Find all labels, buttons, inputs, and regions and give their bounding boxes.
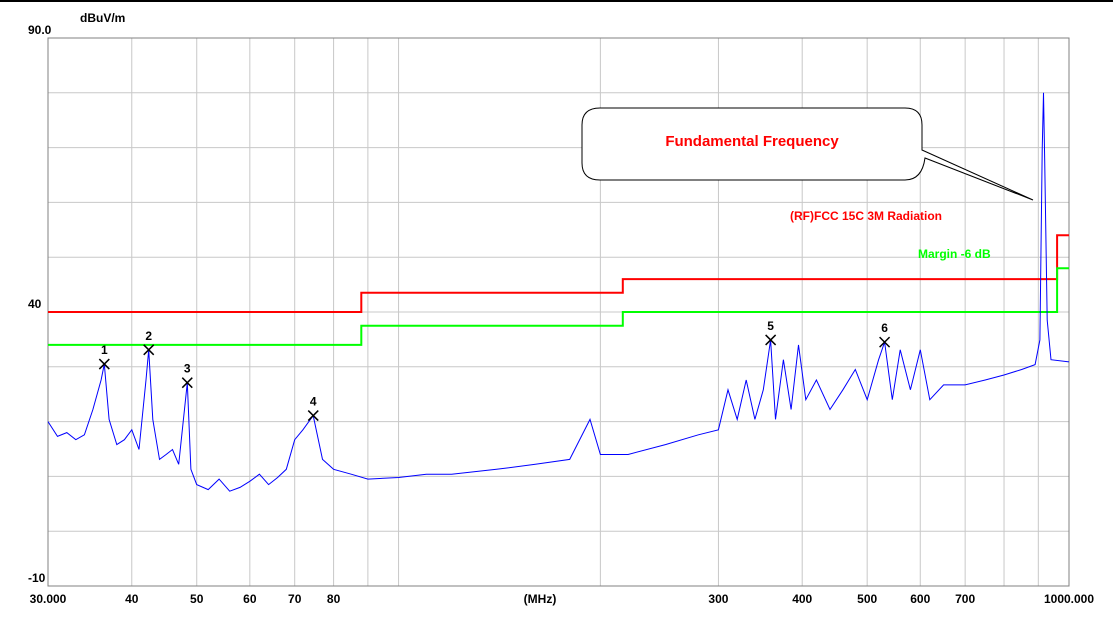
marker-label: 5 xyxy=(767,319,774,333)
marker-stroke xyxy=(765,334,777,346)
callout-box xyxy=(581,107,1034,201)
series-label: (RF)FCC 15C 3M Radiation xyxy=(790,209,942,223)
x-axis-label: (MHz) xyxy=(524,592,557,606)
marker xyxy=(765,334,777,346)
marker-stroke xyxy=(181,377,193,389)
marker xyxy=(307,410,319,422)
data xyxy=(47,92,1070,492)
marker-label: 1 xyxy=(101,343,108,357)
series-line xyxy=(47,92,1070,492)
callout: Fundamental Frequency xyxy=(581,107,1034,201)
x-tick-label: 1000.000 xyxy=(1044,592,1094,606)
x-tick-label: 40 xyxy=(125,592,139,606)
y-tick-label: 90.0 xyxy=(28,23,52,37)
marker-label: 3 xyxy=(184,362,191,376)
y-axis-label: dBuV/m xyxy=(80,11,125,25)
x-tick-label: 400 xyxy=(792,592,812,606)
series-label: Margin -6 dB xyxy=(918,247,991,261)
callout-text: Fundamental Frequency xyxy=(665,133,839,150)
marker-stroke xyxy=(879,336,891,348)
x-tick-label: 600 xyxy=(910,592,930,606)
marker-stroke xyxy=(98,358,110,370)
x-tick-label: 500 xyxy=(857,592,877,606)
marker-label: 2 xyxy=(145,329,152,343)
x-tick-label: 60 xyxy=(243,592,257,606)
marker xyxy=(181,377,193,389)
y-tick-label: -10 xyxy=(28,571,46,585)
marker-label: 6 xyxy=(881,321,888,335)
marker xyxy=(879,336,891,348)
series-line xyxy=(48,234,1069,313)
series-line xyxy=(48,267,1069,346)
marker-label: 4 xyxy=(310,395,317,409)
marker-stroke xyxy=(307,410,319,422)
x-tick-label: 50 xyxy=(190,592,204,606)
x-tick-label: 80 xyxy=(327,592,341,606)
marker xyxy=(98,358,110,370)
marker xyxy=(143,344,155,356)
y-tick-label: 40 xyxy=(28,297,42,311)
marker-stroke xyxy=(143,344,155,356)
x-tick-label: 700 xyxy=(955,592,975,606)
x-tick-label: 300 xyxy=(708,592,728,606)
x-tick-label: 70 xyxy=(288,592,302,606)
x-tick-label: 30.000 xyxy=(30,592,67,606)
